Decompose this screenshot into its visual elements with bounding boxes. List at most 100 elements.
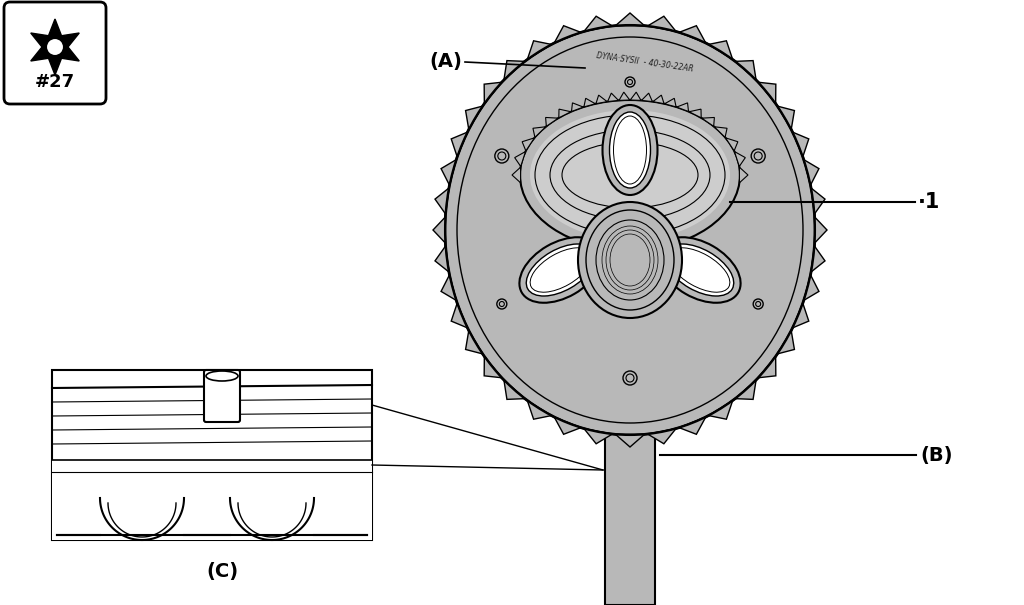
- Polygon shape: [689, 109, 701, 118]
- Polygon shape: [527, 401, 551, 419]
- Polygon shape: [522, 138, 535, 151]
- Polygon shape: [615, 13, 644, 25]
- Polygon shape: [653, 95, 664, 103]
- Ellipse shape: [530, 110, 730, 240]
- Circle shape: [628, 79, 633, 85]
- Circle shape: [754, 299, 763, 309]
- Ellipse shape: [602, 105, 657, 195]
- Polygon shape: [466, 106, 482, 129]
- Polygon shape: [793, 303, 809, 328]
- Polygon shape: [435, 246, 449, 272]
- Text: (B): (B): [920, 445, 952, 465]
- Polygon shape: [559, 109, 571, 118]
- Polygon shape: [504, 60, 525, 80]
- Circle shape: [625, 77, 635, 87]
- Polygon shape: [777, 106, 795, 129]
- Polygon shape: [433, 217, 445, 243]
- Polygon shape: [584, 98, 595, 107]
- Polygon shape: [758, 356, 776, 378]
- Text: (C): (C): [206, 562, 238, 581]
- Polygon shape: [701, 117, 715, 126]
- Polygon shape: [811, 246, 825, 272]
- Polygon shape: [793, 132, 809, 157]
- Polygon shape: [441, 160, 457, 185]
- Ellipse shape: [526, 244, 595, 296]
- FancyBboxPatch shape: [204, 370, 240, 422]
- Circle shape: [46, 38, 63, 56]
- Ellipse shape: [519, 237, 602, 302]
- Polygon shape: [679, 25, 706, 43]
- Ellipse shape: [578, 202, 682, 318]
- Polygon shape: [739, 167, 748, 183]
- Polygon shape: [605, 350, 655, 605]
- Polygon shape: [615, 434, 644, 447]
- Circle shape: [626, 374, 634, 382]
- Polygon shape: [504, 380, 525, 399]
- Polygon shape: [554, 417, 581, 434]
- Ellipse shape: [206, 371, 238, 381]
- Polygon shape: [532, 127, 546, 137]
- Polygon shape: [31, 19, 79, 75]
- Text: #27: #27: [35, 73, 75, 91]
- Circle shape: [495, 149, 509, 163]
- Polygon shape: [546, 117, 558, 126]
- Polygon shape: [484, 82, 502, 103]
- Polygon shape: [726, 138, 738, 151]
- Ellipse shape: [530, 248, 591, 292]
- Polygon shape: [647, 16, 676, 31]
- Polygon shape: [735, 60, 756, 80]
- Polygon shape: [596, 95, 607, 103]
- Circle shape: [500, 301, 505, 307]
- Polygon shape: [804, 160, 819, 185]
- Polygon shape: [758, 82, 776, 103]
- Polygon shape: [714, 127, 727, 137]
- Polygon shape: [647, 428, 676, 443]
- Polygon shape: [815, 217, 827, 243]
- Text: ⋅1: ⋅1: [918, 192, 940, 212]
- Polygon shape: [584, 16, 612, 31]
- Ellipse shape: [613, 116, 646, 184]
- Circle shape: [497, 299, 507, 309]
- Polygon shape: [515, 151, 525, 166]
- Ellipse shape: [609, 112, 650, 188]
- Polygon shape: [452, 303, 467, 328]
- Polygon shape: [452, 132, 467, 157]
- Polygon shape: [734, 151, 745, 166]
- Ellipse shape: [445, 25, 815, 435]
- Circle shape: [752, 149, 765, 163]
- Polygon shape: [466, 330, 482, 354]
- Polygon shape: [709, 401, 732, 419]
- Polygon shape: [677, 103, 688, 111]
- Ellipse shape: [665, 244, 734, 296]
- Polygon shape: [554, 25, 581, 43]
- Ellipse shape: [658, 237, 740, 302]
- Text: (A): (A): [429, 53, 462, 71]
- Circle shape: [756, 301, 761, 307]
- Polygon shape: [735, 380, 756, 399]
- Polygon shape: [435, 188, 449, 214]
- Polygon shape: [571, 103, 584, 111]
- Polygon shape: [811, 188, 825, 214]
- Polygon shape: [441, 275, 457, 300]
- Polygon shape: [620, 92, 630, 100]
- Bar: [52, 370, 372, 540]
- Circle shape: [498, 152, 506, 160]
- Polygon shape: [804, 275, 819, 300]
- Circle shape: [754, 152, 762, 160]
- Polygon shape: [777, 330, 795, 354]
- Text: DYNA·SYSII  - 40-30-22AR: DYNA·SYSII - 40-30-22AR: [596, 51, 694, 73]
- Polygon shape: [512, 167, 520, 183]
- Polygon shape: [665, 98, 676, 107]
- Polygon shape: [641, 93, 652, 102]
- Polygon shape: [630, 92, 641, 100]
- Polygon shape: [607, 93, 618, 102]
- Circle shape: [623, 371, 637, 385]
- Ellipse shape: [520, 100, 740, 250]
- Polygon shape: [679, 417, 706, 434]
- Polygon shape: [584, 428, 612, 443]
- Polygon shape: [527, 41, 551, 59]
- Polygon shape: [484, 356, 502, 378]
- Bar: [52, 460, 372, 540]
- FancyBboxPatch shape: [4, 2, 106, 104]
- Polygon shape: [709, 41, 732, 59]
